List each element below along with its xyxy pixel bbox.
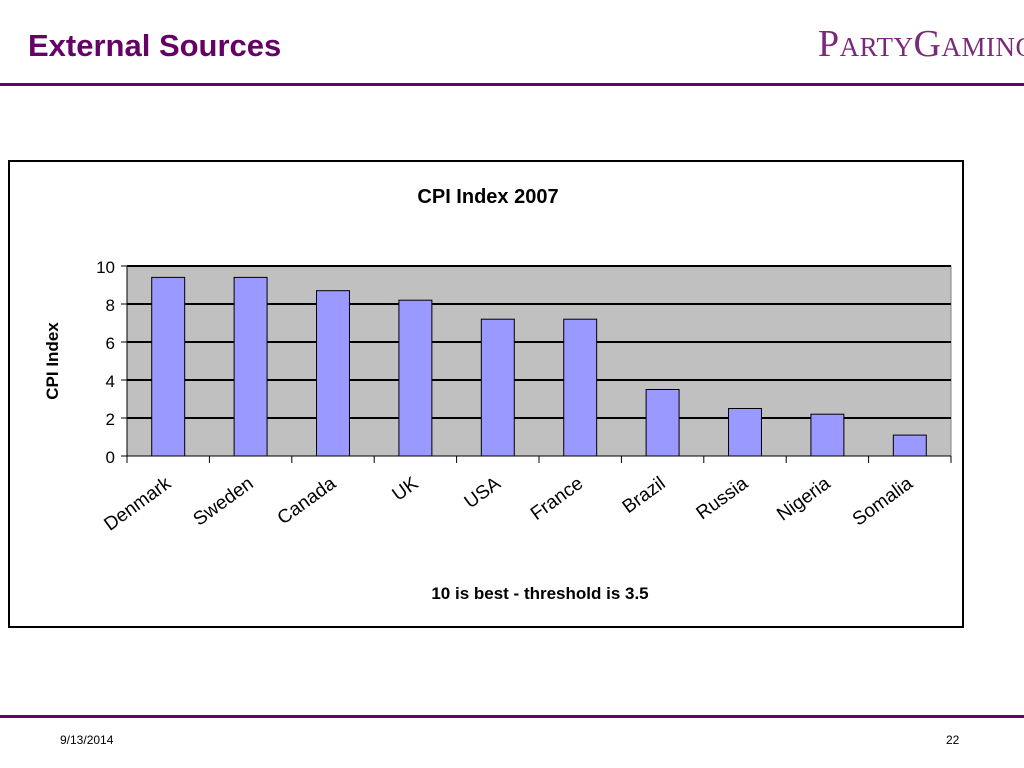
- y-axis-label: CPI Index: [43, 322, 62, 400]
- page-number: 22: [946, 733, 960, 747]
- slide-title: External Sources: [28, 28, 282, 63]
- bar-russia: [728, 408, 762, 457]
- chart-title: CPI Index 2007: [417, 186, 558, 208]
- header-divider: [0, 83, 1024, 86]
- footer-date: 9/13/2014: [60, 733, 114, 747]
- x-tick-label: Denmark: [100, 473, 175, 536]
- x-tick-label: Russia: [693, 473, 753, 524]
- x-tick-label: Brazil: [619, 473, 670, 518]
- bar-sweden: [233, 276, 268, 457]
- bar-usa: [480, 318, 515, 457]
- bar-canada: [316, 290, 350, 457]
- y-tick-label: 2: [106, 410, 115, 429]
- bar-denmark: [151, 276, 186, 457]
- cpi-bar-chart: 0 2 4 6 8 10 Denmark Sweden Canada UK USA France Bra…: [43, 186, 952, 603]
- x-tick-label: Nigeria: [773, 473, 834, 526]
- bar-nigeria: [810, 413, 845, 457]
- bar-france: [563, 318, 598, 457]
- x-tick-label: France: [527, 473, 587, 525]
- x-tick-label: Sweden: [190, 473, 258, 530]
- x-tick-label: Somalia: [849, 473, 917, 531]
- x-tick-label: UK: [389, 473, 423, 506]
- bar-somalia: [892, 434, 927, 457]
- bar-uk: [398, 299, 433, 457]
- x-axis-label: 10 is best - threshold is 3.5: [431, 584, 648, 603]
- y-tick-label: 8: [106, 296, 115, 315]
- footer-divider: [0, 715, 1024, 718]
- x-tick-label: USA: [461, 473, 505, 513]
- bar-brazil: [645, 389, 680, 457]
- x-tick-label: Canada: [274, 473, 341, 529]
- y-tick-label: 0: [106, 448, 115, 467]
- chart-frame: 0 2 4 6 8 10 Denmark Sweden Canada UK USA France Bra…: [8, 160, 964, 628]
- y-tick-label: 6: [106, 334, 115, 353]
- y-tick-label: 4: [106, 372, 115, 391]
- y-tick-label: 10: [96, 258, 115, 277]
- party-gaming-logo: PARTYGAMING: [818, 23, 1024, 65]
